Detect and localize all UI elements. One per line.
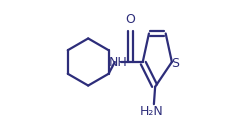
Text: H₂N: H₂N bbox=[140, 105, 164, 118]
Text: NH: NH bbox=[109, 56, 127, 68]
Text: O: O bbox=[125, 13, 135, 26]
Text: S: S bbox=[171, 57, 179, 70]
